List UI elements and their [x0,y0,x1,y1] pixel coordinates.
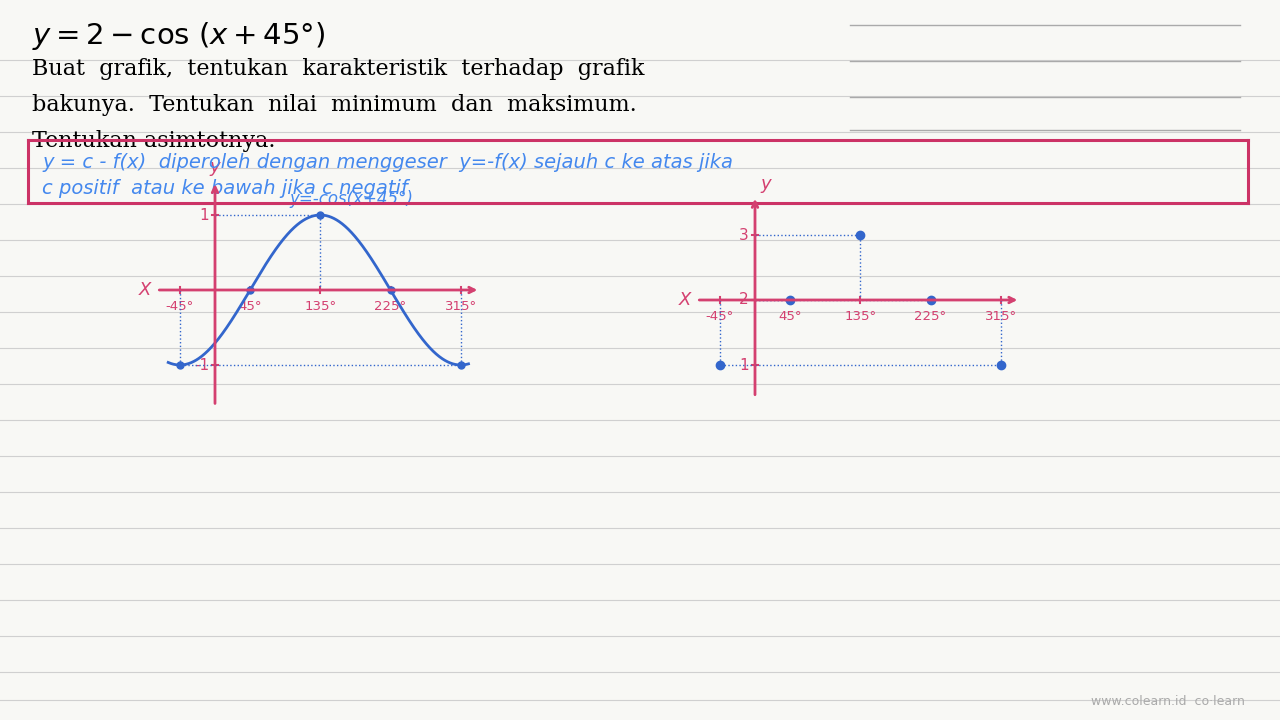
Text: www.colearn.id  co·learn: www.colearn.id co·learn [1091,695,1245,708]
Text: 225°: 225° [914,310,947,323]
Text: 315°: 315° [984,310,1016,323]
Text: X: X [138,281,151,299]
Text: 135°: 135° [305,300,337,313]
Text: y=-cos(x+45°): y=-cos(x+45°) [289,189,413,207]
Text: Buat  grafik,  tentukan  karakteristik  terhadap  grafik: Buat grafik, tentukan karakteristik terh… [32,58,645,80]
Text: -45°: -45° [705,310,733,323]
Text: c positif  atau ke bawah jika c negatif: c positif atau ke bawah jika c negatif [42,179,408,197]
Text: y: y [210,158,220,176]
Text: 315°: 315° [444,300,476,313]
Text: -45°: -45° [166,300,195,313]
Text: bakunya.  Tentukan  nilai  minimum  dan  maksimum.: bakunya. Tentukan nilai minimum dan maks… [32,94,636,116]
Text: Tentukan asimtotnya.: Tentukan asimtotnya. [32,130,275,152]
Text: 1: 1 [740,358,749,372]
Text: 45°: 45° [238,300,262,313]
Text: y = c - f(x)  diperoleh dengan menggeser  y=-f(x) sejauh c ke atas jika: y = c - f(x) diperoleh dengan menggeser … [42,153,733,171]
Text: 45°: 45° [778,310,801,323]
Text: $y = 2 - \cos\,(x + 45°)$: $y = 2 - \cos\,(x + 45°)$ [32,20,325,52]
Text: 1: 1 [200,207,209,222]
Text: 225°: 225° [375,300,407,313]
Text: y: y [760,175,771,193]
Text: -1: -1 [193,358,209,372]
Text: 3: 3 [740,228,749,243]
Text: 2: 2 [740,292,749,307]
Text: 135°: 135° [845,310,877,323]
Text: X: X [678,291,691,309]
